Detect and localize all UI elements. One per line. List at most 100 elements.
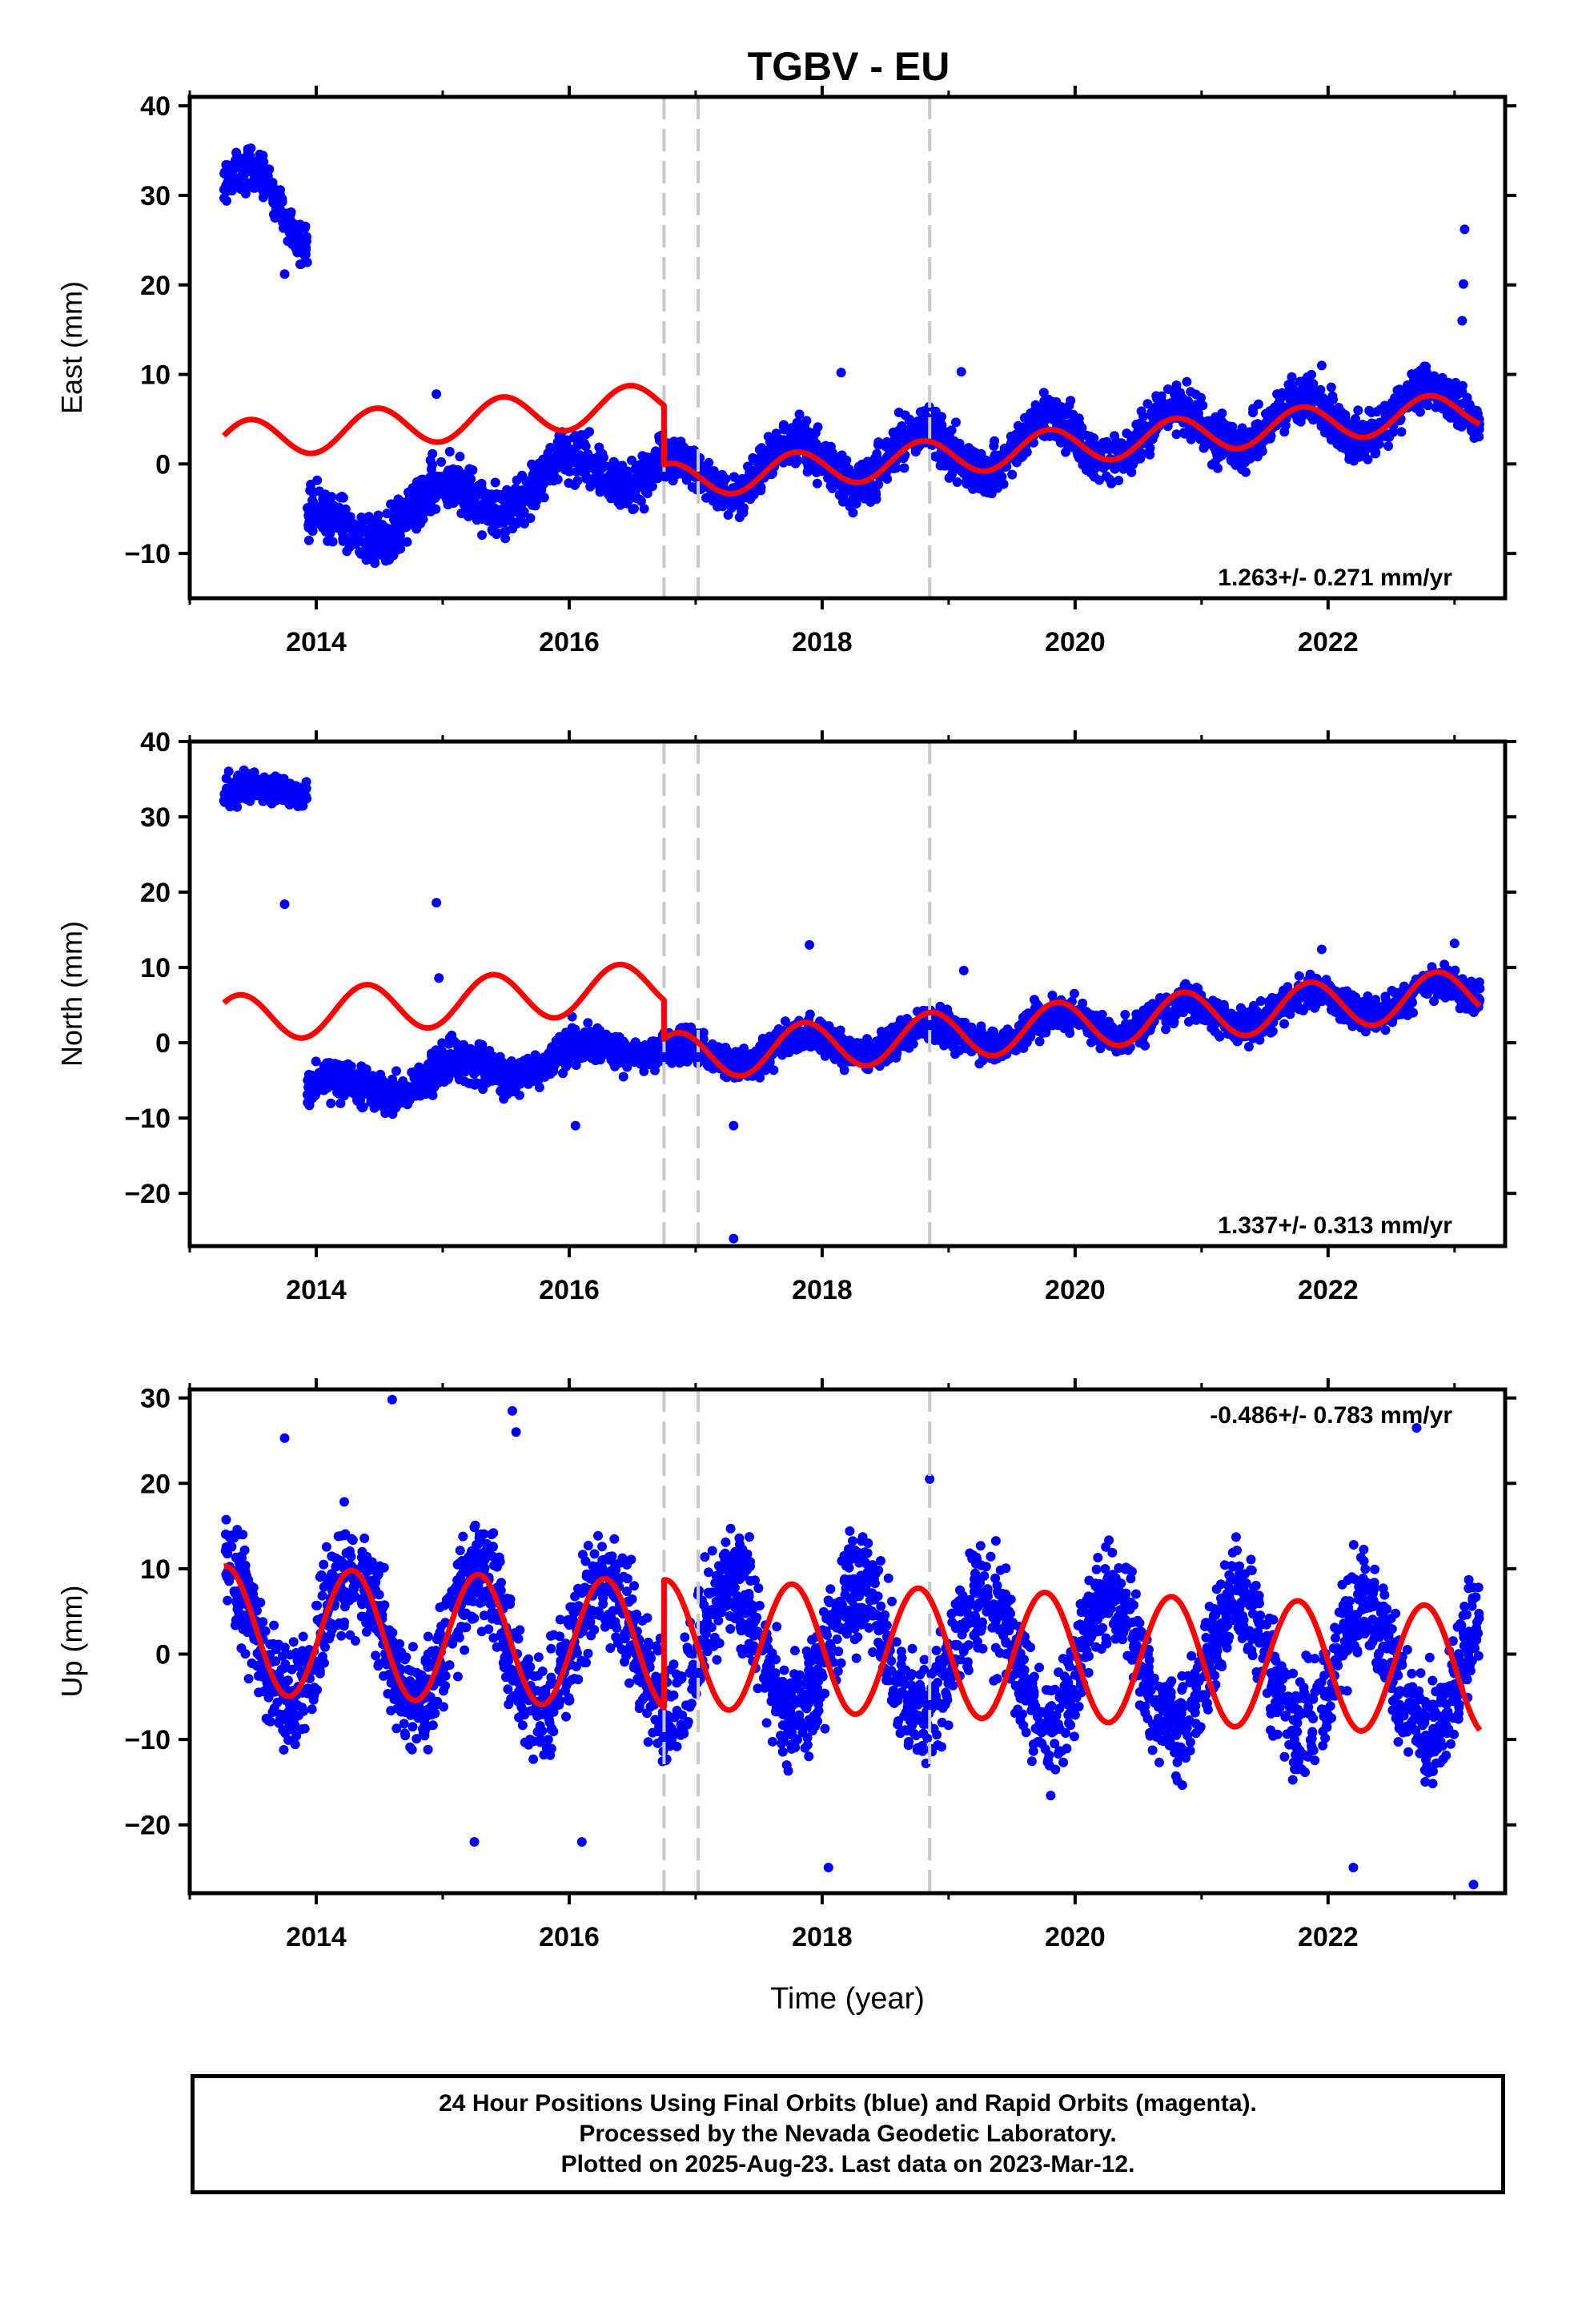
data-point xyxy=(477,1039,488,1050)
data-point xyxy=(559,454,569,464)
data-point xyxy=(729,472,740,482)
data-point xyxy=(318,493,328,504)
data-point xyxy=(758,452,768,463)
data-point xyxy=(425,455,436,465)
data-point xyxy=(1332,439,1343,449)
data-point xyxy=(224,170,234,180)
data-point xyxy=(474,1054,484,1063)
data-point xyxy=(270,213,280,223)
data-point xyxy=(312,1086,323,1096)
data-point xyxy=(899,463,909,473)
data-point xyxy=(444,1039,454,1049)
data-point xyxy=(296,259,307,269)
data-point xyxy=(250,183,260,193)
data-point xyxy=(284,227,295,237)
data-point xyxy=(355,1095,365,1105)
data-point xyxy=(1145,449,1155,460)
data-point xyxy=(1215,430,1225,440)
data-point xyxy=(552,1045,562,1055)
data-point xyxy=(495,1055,505,1066)
data-point xyxy=(1458,279,1468,289)
data-point xyxy=(717,469,728,480)
data-point xyxy=(1114,476,1124,485)
data-point xyxy=(931,409,942,419)
data-point xyxy=(475,1064,484,1075)
data-point xyxy=(424,1059,434,1069)
data-point xyxy=(1051,397,1062,407)
data-point xyxy=(299,223,310,233)
data-point xyxy=(605,476,616,486)
y-tick-label: 20 xyxy=(140,271,171,301)
data-point xyxy=(380,1096,391,1106)
data-point xyxy=(618,1072,628,1082)
y-axis-label: East (mm) xyxy=(55,281,88,414)
data-point xyxy=(1235,428,1244,438)
data-point xyxy=(532,489,543,500)
data-point xyxy=(325,517,335,527)
x-tick-label: 2020 xyxy=(1045,627,1106,657)
data-point xyxy=(989,441,999,451)
data-point xyxy=(1018,422,1029,432)
data-point xyxy=(1292,415,1303,424)
data-point xyxy=(268,187,279,198)
data-point xyxy=(1186,434,1196,444)
data-point xyxy=(1416,384,1427,395)
data-point xyxy=(1231,455,1240,465)
data-point xyxy=(342,546,352,557)
data-point xyxy=(430,493,440,503)
data-point xyxy=(1000,447,1010,457)
data-point xyxy=(836,368,846,378)
data-point xyxy=(484,506,494,517)
data-point xyxy=(868,461,878,472)
data-point xyxy=(388,1087,399,1097)
data-point xyxy=(968,484,978,493)
data-point xyxy=(262,167,272,178)
data-point xyxy=(959,466,970,476)
data-point xyxy=(889,427,899,437)
data-point xyxy=(330,1059,340,1069)
data-point xyxy=(1419,376,1430,387)
data-point xyxy=(363,512,374,522)
data-point xyxy=(258,151,268,161)
data-point xyxy=(345,512,355,522)
data-point xyxy=(841,455,852,465)
data-point xyxy=(445,466,456,476)
data-point xyxy=(568,448,578,459)
data-point xyxy=(651,446,661,456)
data-point xyxy=(331,523,342,533)
data-point xyxy=(951,417,961,428)
data-point xyxy=(432,471,442,481)
data-point xyxy=(449,1064,459,1075)
data-point xyxy=(497,494,508,505)
data-point xyxy=(1383,429,1393,440)
data-point xyxy=(1171,380,1182,391)
data-point xyxy=(319,509,329,519)
data-point xyxy=(323,1080,333,1091)
data-point xyxy=(1363,454,1373,464)
data-point xyxy=(402,511,412,521)
data-point xyxy=(511,1082,521,1092)
data-point xyxy=(1046,407,1056,417)
data-point xyxy=(261,187,271,198)
data-point xyxy=(851,498,861,509)
data-point xyxy=(372,1085,383,1096)
data-point xyxy=(517,1076,528,1086)
data-point xyxy=(615,500,625,510)
data-point xyxy=(527,459,537,469)
data-point xyxy=(303,522,314,533)
data-point xyxy=(404,487,413,497)
data-point xyxy=(1472,405,1482,416)
data-point xyxy=(362,537,372,547)
data-point xyxy=(504,486,514,497)
data-point xyxy=(865,493,876,503)
data-point xyxy=(268,197,279,207)
data-point xyxy=(339,1066,349,1076)
data-point xyxy=(546,462,556,472)
data-point xyxy=(910,425,921,436)
data-point xyxy=(626,473,636,484)
data-point xyxy=(484,1046,495,1055)
data-point xyxy=(508,524,518,534)
data-point xyxy=(340,523,351,533)
data-point xyxy=(799,418,809,428)
data-point xyxy=(427,1048,436,1059)
